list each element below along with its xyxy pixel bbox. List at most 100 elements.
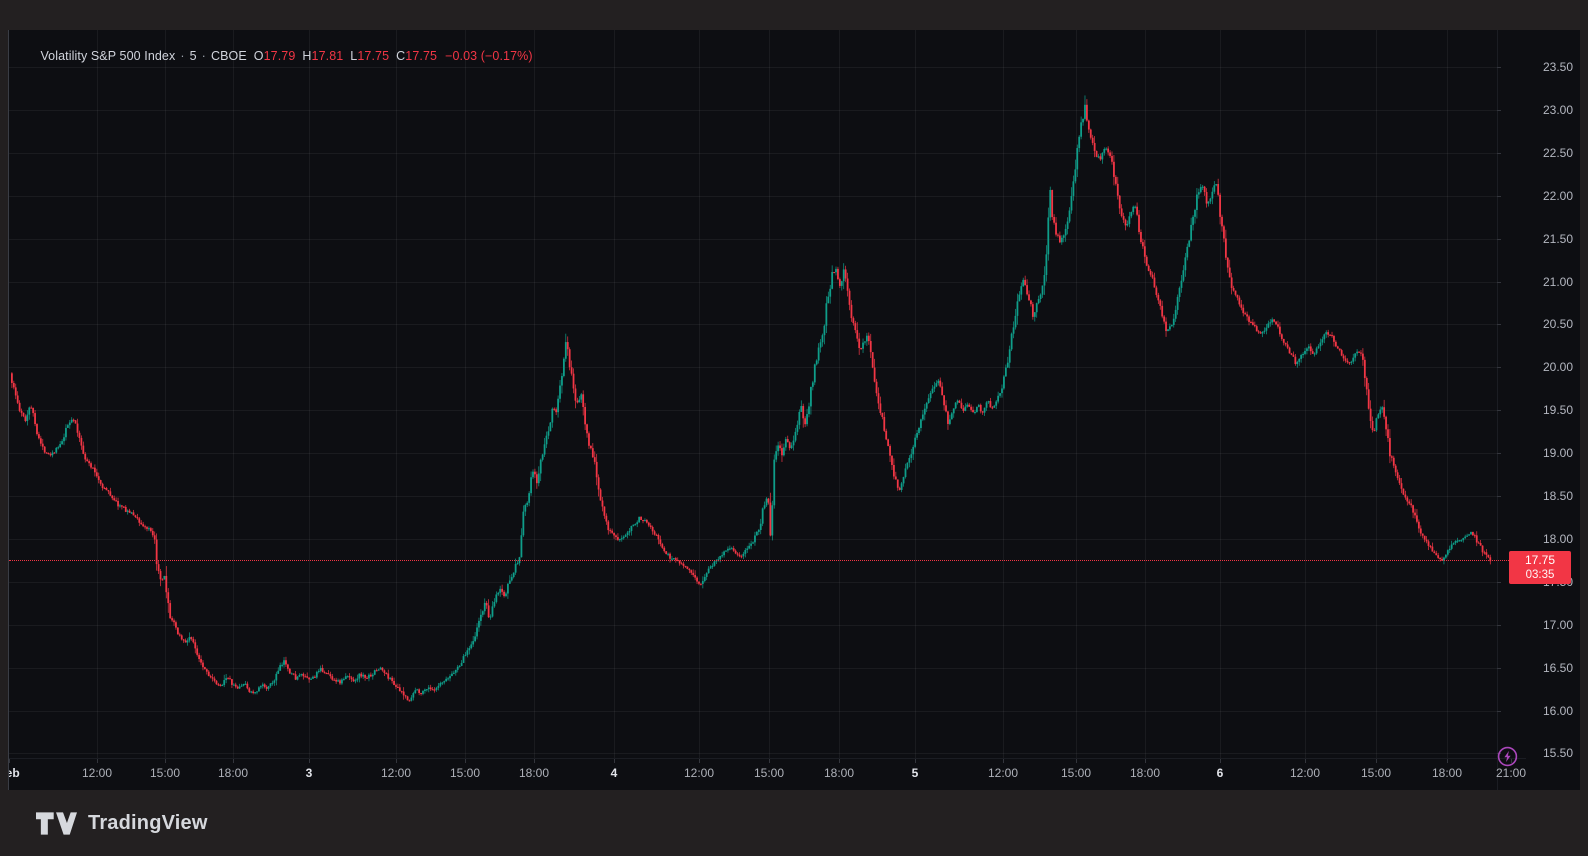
price-scale-label: 19.50 [1542,403,1573,418]
interval-value[interactable]: 5 [189,49,197,63]
legend-separator: · [201,49,206,63]
symbol-title[interactable]: Volatility S&P 500 Index [40,49,176,63]
price-scale-label: 22.00 [1542,188,1573,203]
price-scale-label: 16.50 [1542,660,1573,675]
tradingview-logo-mark [36,811,77,835]
price-scale-tick [1497,668,1501,669]
price-scale-tick [1497,539,1501,540]
price-scale-tick [1497,324,1501,325]
lightning-icon [1497,746,1518,767]
time-axis-label: 15:00 [449,766,481,780]
bar-countdown: 03:35 [1525,569,1555,581]
price-scale-label: 19.00 [1542,446,1573,461]
time-axis-label: 15:00 [149,766,181,780]
time-axis-tick [1076,759,1077,763]
time-axis-label: 12:00 [987,766,1019,780]
last-price-value: 17.75 [1524,553,1556,567]
time-axis-day-label: Feb [9,766,20,780]
high-value: 17.81 [311,49,344,63]
close-letter: C [396,49,406,63]
price-scale-tick [1497,453,1501,454]
price-scale-label: 21.00 [1542,274,1573,289]
low-letter: L [350,49,358,63]
time-axis-tick [1447,759,1448,763]
time-axis-label: 18:00 [1431,766,1463,780]
time-axis-day-label: 6 [1216,766,1224,780]
time-axis-tick [396,759,397,763]
price-scale-tick [1497,582,1501,583]
time-axis-label: 12:00 [81,766,113,780]
time-axis-tick [233,759,234,763]
time-axis-day-label: 4 [610,766,618,780]
price-scale-label: 23.50 [1542,60,1573,74]
time-axis-tick [1145,759,1146,763]
price-scale-tick [1497,496,1501,497]
time-axis[interactable]: Feb 12:00 15:00 18:00 3 12:00 15:00 18:00 4 12:00… [9,758,1526,790]
time-axis-tick [1376,759,1377,763]
price-scale-label: 18.00 [1542,531,1573,546]
tradingview-logo-text: TradingView [88,811,208,834]
price-scale-label: 18.50 [1542,489,1573,503]
price-scale-tick [1497,110,1501,111]
time-axis-day-label: 5 [911,766,919,780]
time-axis-label: 18:00 [823,766,855,780]
time-axis-label: 12:00 [1289,766,1321,780]
price-scale-tick [1497,153,1501,154]
close-value: 17.75 [405,49,438,63]
price-scale-tick [1497,282,1501,283]
attribution-bar: radmilacandjela created with TradingView… [0,0,1588,52]
price-scale-label: 21.50 [1542,231,1573,246]
price-scale-label: 22.50 [1542,145,1573,160]
open-value: 17.79 [263,49,296,63]
price-scale-tick [1497,410,1501,411]
price-scale-tick [1497,239,1501,240]
open-letter: O [253,49,264,63]
time-axis-tick [614,759,615,763]
price-scale-tick [1497,711,1501,712]
price-scale-label: 23.00 [1542,102,1573,117]
chart-widget[interactable]: Volatility S&P 500 Index · 5 · CBOE O17.79 H17… [8,30,1580,790]
time-axis-tick [1305,759,1306,763]
price-scale-label: 16.00 [1542,703,1573,718]
price-scale-tick [1497,196,1501,197]
time-axis-label: 18:00 [217,766,249,780]
time-axis-tick [1003,759,1004,763]
time-axis-tick [769,759,770,763]
time-axis-label: 21:00 [1495,766,1526,780]
candlestick-canvas[interactable] [9,30,1497,758]
price-scale-tick [1497,625,1501,626]
price-scale-tick [1497,367,1501,368]
symbol-legend[interactable]: Volatility S&P 500 Index · 5 · CBOE O17.79 H17… [19,35,533,63]
time-axis-tick [465,759,466,763]
price-scale-label: 17.00 [1542,617,1573,632]
boost-icon[interactable] [1497,746,1518,767]
time-axis-tick [534,759,535,763]
time-axis-tick [309,759,310,763]
time-axis-label: 18:00 [1129,766,1161,780]
price-scale-tick [1497,67,1501,68]
price-scale-label: 15.50 [1542,746,1573,761]
time-axis-label: 15:00 [1360,766,1392,780]
time-axis-tick [699,759,700,763]
price-scale-label: 20.00 [1542,360,1573,375]
last-price-label: 17.75 03:35 [1509,551,1571,584]
tradingview-logo[interactable]: TradingView [36,790,208,856]
time-axis-label: 12:00 [683,766,715,780]
time-axis-label: 15:00 [1060,766,1092,780]
change-value: −0.03 (−0.17%) [445,49,533,63]
time-axis-tick [839,759,840,763]
time-axis-tick [165,759,166,763]
time-axis-tick [915,759,916,763]
time-axis-day-label: 3 [305,766,313,780]
time-axis-tick [9,759,10,763]
time-axis-tick [97,759,98,763]
time-axis-tick [1220,759,1221,763]
exchange-name[interactable]: CBOE [210,49,247,63]
time-axis-label: 12:00 [380,766,412,780]
footer: TradingView [0,790,1588,856]
legend-separator: · [180,49,185,63]
high-letter: H [302,49,312,63]
low-value: 17.75 [357,49,390,63]
time-axis-tick [1511,759,1512,763]
